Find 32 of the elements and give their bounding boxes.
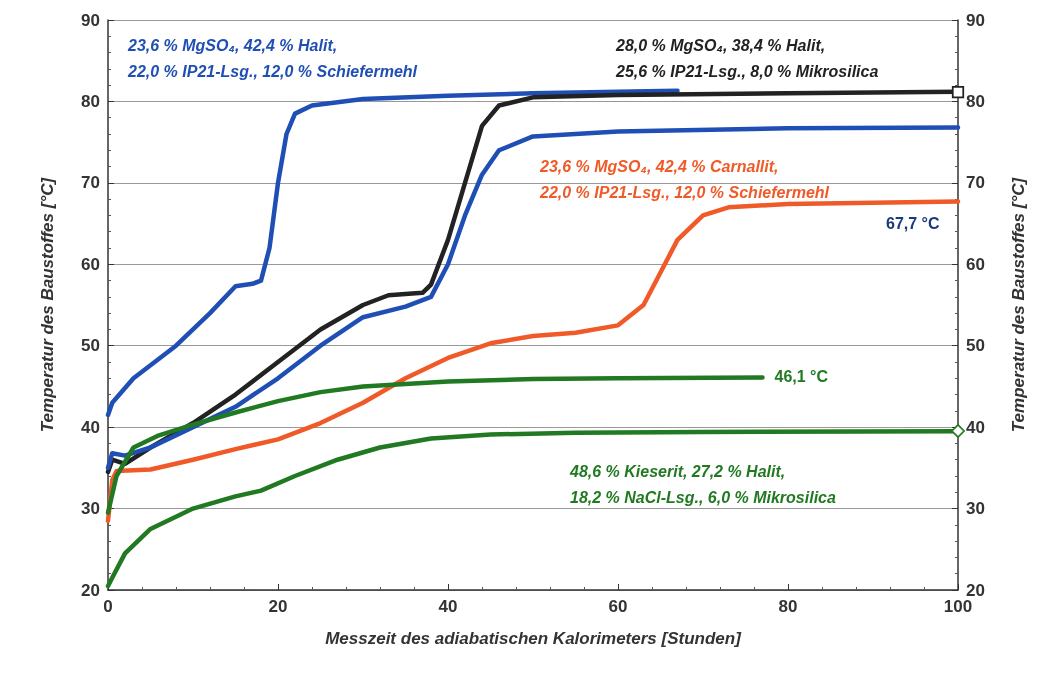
y-tick-label: 20 (81, 580, 100, 600)
x-tick-label: 80 (778, 597, 798, 616)
y2-tick-label: 40 (966, 417, 985, 437)
y-tick-label: 80 (81, 91, 100, 111)
line-series (105, 199, 961, 524)
x-axis-title: Messzeit des adiabatischen Kalorimeters [Stunden] (325, 629, 743, 648)
y2-tick-label: 30 (966, 499, 985, 519)
annotation: 23,6 % MgSO₄, 42,4 % Halit, 22,0 % IP21-Lsg., 12,0 % Schiefermehl (127, 36, 418, 80)
y2-axis-title: Temperatur des Baustoffes [°C] (1009, 176, 1028, 433)
y-tick-label: 60 (81, 254, 100, 274)
x-tick-label: 20 (268, 597, 288, 616)
y-tick-label: 70 (81, 173, 100, 193)
y2-tick-label: 20 (966, 580, 985, 600)
x-tick-label: 0 (103, 597, 113, 616)
y2-tick-label: 70 (966, 173, 985, 193)
annotation: 67,7 °C (886, 215, 940, 233)
x-tick-label: 60 (608, 597, 628, 616)
x-tick-label: 40 (438, 597, 458, 616)
y-tick-label: 30 (81, 499, 100, 519)
x-tick-label: 100 (943, 597, 973, 616)
y-tick-label: 40 (81, 417, 100, 437)
y2-tick-label: 80 (966, 91, 985, 111)
annotation: 23,6 % MgSO₄, 42,4 % Carnallit, 22,0 % IP21-Lsg., 12,0 % Schiefermehl (539, 157, 830, 201)
annotation: 28,0 % MgSO₄, 38,4 % Halit, 25,6 % IP21-Lsg., 8,0 % Mikrosilica (615, 36, 879, 80)
y2-tick-label: 90 (966, 10, 985, 30)
y-axis-title: Temperatur des Baustoffes [°C] (38, 176, 57, 433)
annotation: 46,1 °C (774, 367, 829, 385)
annotation: 48,6 % Kieserit, 27,2 % Halit, 18,2 % NaCl-Lsg., 6,0 % Mikrosilica (569, 462, 836, 506)
y-tick-label: 90 (81, 10, 100, 30)
y-tick-label: 50 (81, 336, 100, 356)
y2-tick-label: 50 (966, 336, 985, 356)
y2-tick-label: 60 (966, 254, 985, 274)
